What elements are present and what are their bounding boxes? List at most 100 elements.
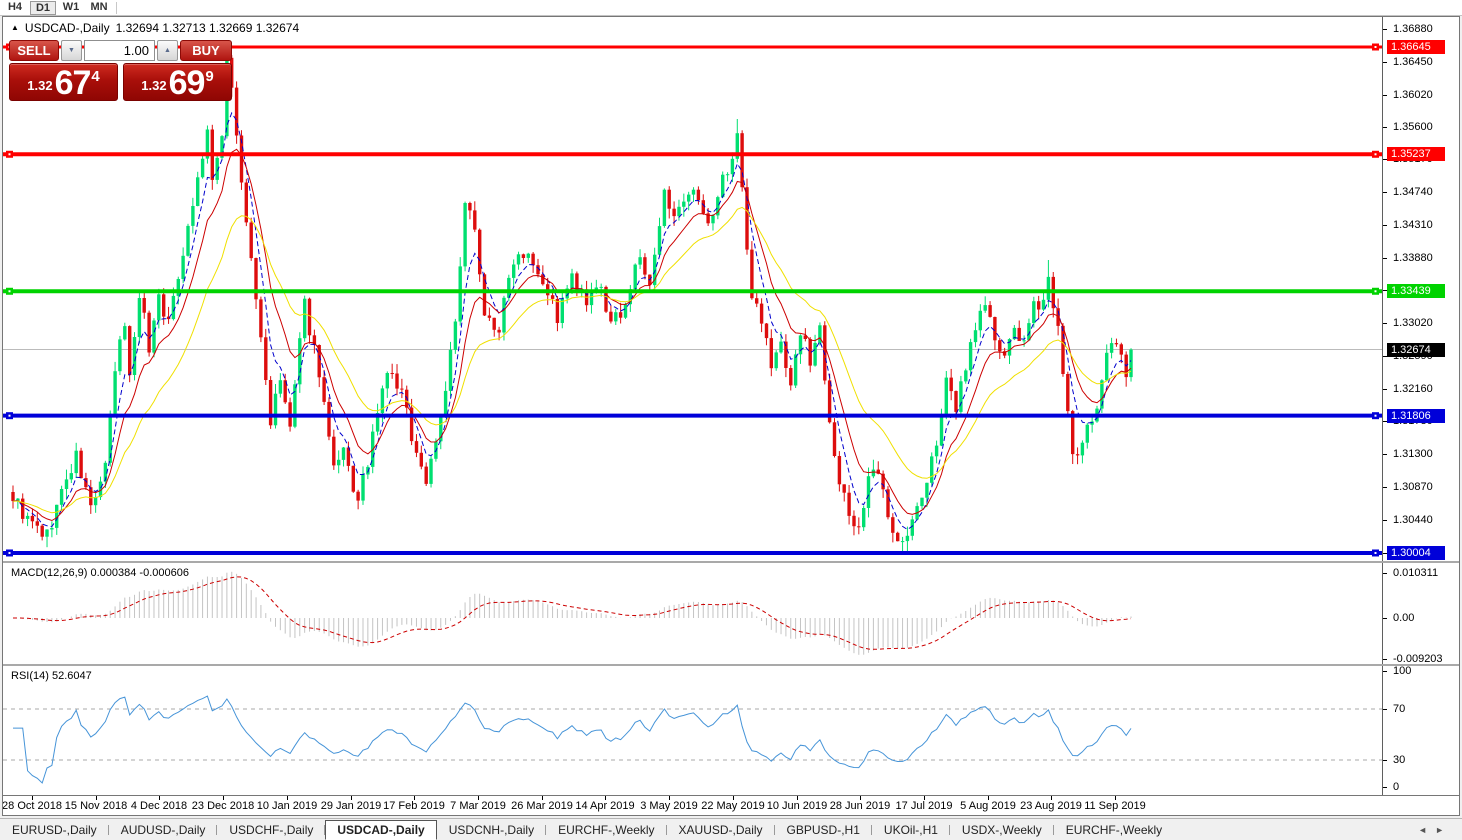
date-tick-mark <box>414 796 415 800</box>
axis-tick-mark <box>1383 323 1387 325</box>
axis-tick-mark <box>1383 94 1387 96</box>
tab-scroll-arrows[interactable]: ◄► <box>1418 825 1452 835</box>
date-tick-label: 26 Mar 2019 <box>511 800 573 812</box>
sell-button[interactable]: SELL <box>9 40 59 61</box>
timeframe-button-mn[interactable]: MN <box>90 0 108 13</box>
level-price-badge: 1.36645 <box>1387 40 1445 54</box>
tab-usdx-weekly[interactable]: USDX-,Weekly <box>950 820 1054 840</box>
date-tick-mark <box>988 796 989 800</box>
buy-button[interactable]: BUY <box>180 40 232 61</box>
axis-tick-mark <box>1383 257 1387 259</box>
tab-usdcnh-daily[interactable]: USDCNH-,Daily <box>437 820 547 840</box>
tab-usdcad-daily[interactable]: USDCAD-,Daily <box>325 819 437 840</box>
trade-panel: SELL ▼ 1.00 ▲ BUY 1.32 67 4 1.32 69 9 <box>9 40 232 101</box>
price-axis: 1.368801.364501.360201.356001.351701.347… <box>1382 17 1459 795</box>
tab-audusd-daily[interactable]: AUDUSD-,Daily <box>109 820 218 840</box>
buy-price-big: 69 <box>168 64 206 102</box>
timeframe-button-h4[interactable]: H4 <box>7 0 23 13</box>
volume-increase-button[interactable]: ▲ <box>157 40 178 61</box>
axis-tick-mark <box>1383 519 1387 521</box>
axis-tick-mark <box>1383 126 1387 128</box>
date-tick-label: 4 Dec 2018 <box>130 800 188 812</box>
date-tick-mark <box>542 796 543 800</box>
macd-tick-label: -0.009203 <box>1393 652 1443 665</box>
axis-tick-mark <box>1383 29 1387 31</box>
date-tick-label: 14 Apr 2019 <box>575 800 635 812</box>
date-tick-mark <box>351 796 352 800</box>
date-tick-label: 15 Nov 2018 <box>64 800 128 812</box>
axis-tick-mark <box>1383 760 1387 761</box>
date-tick-mark <box>478 796 479 800</box>
sell-price-prefix: 1.32 <box>27 78 53 93</box>
axis-tick-mark <box>1383 224 1387 226</box>
date-tick-mark <box>860 796 861 800</box>
tab-eurusd-daily[interactable]: EURUSD-,Daily <box>0 820 109 840</box>
candlestick-plot[interactable] <box>3 17 1382 561</box>
date-tick-label: 11 Sep 2019 <box>1084 800 1146 812</box>
current-price-badge: 1.32674 <box>1387 342 1445 357</box>
axis-tick-mark <box>1383 787 1387 788</box>
date-tick-mark <box>223 796 224 800</box>
panel-splitter[interactable] <box>3 561 1459 563</box>
axis-tick-mark <box>1383 192 1387 194</box>
date-tick-label: 17 Jul 2019 <box>895 800 953 812</box>
timeframe-button-w1[interactable]: W1 <box>62 0 80 13</box>
tab-ukoil-h1[interactable]: UKOil-,H1 <box>872 820 950 840</box>
axis-tick-mark <box>1383 552 1387 554</box>
axis-tick-mark <box>1383 709 1387 710</box>
price-tick-label: 1.36880 <box>1393 23 1433 36</box>
date-tick-label: 7 Mar 2019 <box>450 800 506 812</box>
date-tick-mark <box>797 796 798 800</box>
rsi-indicator-label: RSI(14) 52.6047 <box>11 670 92 682</box>
ohlc-values: 1.32694 1.32713 1.32669 1.32674 <box>115 21 300 35</box>
macd-plot[interactable] <box>3 563 1382 664</box>
collapse-triangle-icon[interactable]: ▲ <box>11 22 19 32</box>
timeframe-button-d1[interactable]: D1 <box>30 0 56 15</box>
axis-tick-mark <box>1383 290 1387 292</box>
rsi-plot[interactable] <box>3 666 1382 795</box>
price-tick-label: 1.34740 <box>1393 186 1433 199</box>
tab-xauusd-daily[interactable]: XAUUSD-,Daily <box>667 820 775 840</box>
date-tick-mark <box>1051 796 1052 800</box>
axis-tick-mark <box>1383 658 1387 660</box>
axis-tick-mark <box>1383 388 1387 390</box>
tab-usdchf-daily[interactable]: USDCHF-,Daily <box>217 820 326 840</box>
level-price-badge: 1.30004 <box>1387 545 1445 560</box>
chart-title: ▲ USDCAD-,Daily 1.32694 1.32713 1.32669 … <box>11 21 299 35</box>
buy-price-display[interactable]: 1.32 69 9 <box>123 63 232 101</box>
date-tick-label: 28 Jun 2019 <box>829 800 891 812</box>
axis-tick-mark <box>1383 355 1387 357</box>
date-tick-label: 3 May 2019 <box>640 800 698 812</box>
macd-tick-label: 0.00 <box>1393 612 1415 624</box>
price-tick-label: 1.36450 <box>1393 55 1433 68</box>
price-tick-label: 1.35600 <box>1393 120 1433 133</box>
panel-splitter[interactable] <box>3 664 1459 666</box>
axis-tick-mark <box>1383 572 1387 574</box>
timeframe-toolbar: H4 D1 W1 MN <box>0 0 1462 16</box>
rsi-tick-label: 70 <box>1393 703 1406 715</box>
tab-eurchf-weekly[interactable]: EURCHF-,Weekly <box>546 820 667 840</box>
rsi-tick-label: 100 <box>1393 664 1412 677</box>
level-price-badge: 1.31806 <box>1387 408 1445 423</box>
symbol-name: USDCAD-,Daily <box>24 21 110 35</box>
axis-tick-mark <box>1383 61 1387 63</box>
sell-price-display[interactable]: 1.32 67 4 <box>9 63 118 101</box>
tab-scroll-right-icon[interactable]: ► <box>1435 824 1452 835</box>
volume-input[interactable]: 1.00 <box>84 40 155 61</box>
axis-tick-mark <box>1383 421 1387 423</box>
tab-eurchf-weekly[interactable]: EURCHF-,Weekly <box>1065 822 1163 837</box>
date-tick-label: 22 May 2019 <box>701 800 765 812</box>
volume-decrease-button[interactable]: ▼ <box>61 40 82 61</box>
date-tick-mark <box>1115 796 1116 800</box>
date-tick-label: 5 Aug 2019 <box>960 800 1016 812</box>
tab-scroll-left-icon[interactable]: ◄ <box>1418 824 1436 835</box>
date-tick-label: 10 Jan 2019 <box>256 800 318 812</box>
price-tick-label: 1.33020 <box>1393 317 1433 330</box>
level-price-badge: 1.33439 <box>1387 284 1445 299</box>
tab-gbpusd-h1[interactable]: GBPUSD-,H1 <box>775 820 873 840</box>
price-tick-label: 1.33880 <box>1393 251 1433 264</box>
sell-price-big: 67 <box>54 64 92 102</box>
price-tick-label: 1.30870 <box>1393 481 1433 493</box>
sell-price-pip: 4 <box>91 68 100 85</box>
axis-tick-mark <box>1383 487 1387 488</box>
